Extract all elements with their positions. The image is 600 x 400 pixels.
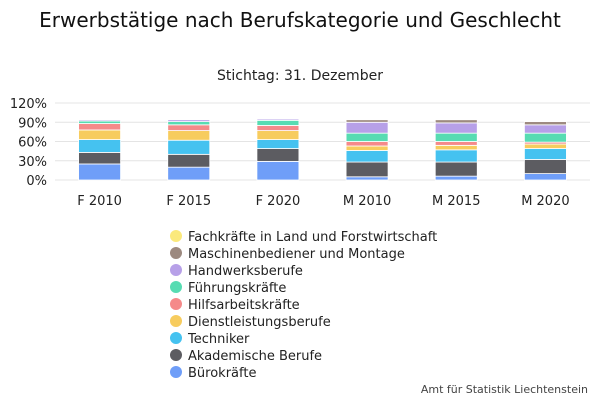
x-tick-label: F 2015: [166, 194, 211, 209]
bar-segment: [524, 143, 567, 149]
bar-segment: [78, 163, 121, 181]
bar-segment: [434, 161, 478, 177]
bar-segment: [78, 139, 121, 153]
chart-subtitle: Stichtag: 31. Dezember: [217, 68, 383, 84]
y-tick-label: 90%: [18, 116, 47, 131]
bar-segment: [345, 118, 389, 121]
x-tick-label: F 2020: [256, 194, 301, 209]
y-tick-label: 60%: [18, 136, 47, 151]
bar-segment: [167, 124, 211, 131]
legend-label: Akademische Berufe: [188, 349, 322, 364]
bar-segment: [167, 130, 211, 141]
bar-segment: [256, 130, 300, 140]
legend-swatch: [170, 264, 182, 276]
bar-segment: [256, 139, 300, 149]
bar-segment: [434, 144, 478, 151]
legend-swatch: [170, 247, 182, 259]
bar-segment: [256, 148, 300, 162]
bar-segment: [434, 141, 478, 146]
legend-swatch: [170, 230, 182, 242]
bar-segment: [524, 159, 567, 174]
bar-segment: [345, 132, 389, 142]
legend-swatch: [170, 298, 182, 310]
bar-segment: [434, 149, 478, 163]
legend-label: Dienstleistungsberufe: [188, 315, 331, 330]
bar-segment: [78, 152, 121, 165]
legend-label: Handwerksberufe: [188, 264, 303, 279]
legend-swatch: [170, 349, 182, 361]
bar-segment: [434, 122, 478, 134]
bar-segment: [167, 118, 211, 121]
bar-segment: [256, 119, 300, 126]
legend-swatch: [170, 366, 182, 378]
x-tick-label: F 2010: [77, 194, 122, 209]
bar-segment: [256, 125, 300, 131]
bar-segment: [524, 120, 567, 123]
bar-segment: [345, 150, 389, 163]
bar-segment: [256, 160, 300, 181]
bar-segment: [524, 148, 567, 160]
bar-segment: [78, 129, 121, 140]
legend-label: Fachkräfte in Land und Forstwirtschaft: [188, 230, 437, 245]
x-tick-label: M 2015: [432, 194, 480, 209]
bar-segment: [167, 139, 211, 155]
bar-segment: [434, 175, 478, 181]
chart-title: Erwerbstätige nach Berufskategorie und G…: [39, 8, 561, 32]
bar-segment: [167, 153, 211, 168]
bar-segment: [256, 118, 300, 121]
x-tick-label: M 2020: [521, 194, 569, 209]
bar-segment: [345, 161, 389, 178]
legend-swatch: [170, 315, 182, 327]
legend-swatch: [170, 332, 182, 344]
y-tick-label: 30%: [18, 155, 47, 170]
bar-segment: [524, 173, 567, 181]
legend-label: Bürokräfte: [188, 366, 256, 381]
bar-segment: [524, 121, 567, 126]
bar-segment: [78, 118, 121, 121]
bar-segment: [78, 123, 121, 131]
bar-segment: [167, 121, 211, 126]
bar-segment: [434, 119, 478, 124]
bar-segment: [434, 132, 478, 142]
bar-segment: [345, 145, 389, 151]
y-tick-label: 0%: [26, 174, 47, 189]
bar-segment: [345, 121, 389, 134]
chart-credit: Amt für Statistik Liechtenstein: [420, 383, 588, 396]
legend-label: Hilfsarbeitskräfte: [188, 298, 300, 313]
legend-label: Maschinenbediener und Montage: [188, 247, 405, 262]
x-tick-label: M 2010: [343, 194, 391, 209]
bar-segment: [345, 176, 389, 181]
legend-label: Führungskräfte: [188, 281, 286, 296]
bar-segment: [524, 124, 567, 134]
legend-label: Techniker: [187, 332, 250, 347]
bar-segment: [524, 132, 567, 143]
bar-segment: [434, 118, 478, 121]
bar-segment: [345, 141, 389, 147]
legend-swatch: [170, 281, 182, 293]
bar-segment: [167, 166, 211, 181]
y-tick-label: 120%: [10, 97, 47, 112]
